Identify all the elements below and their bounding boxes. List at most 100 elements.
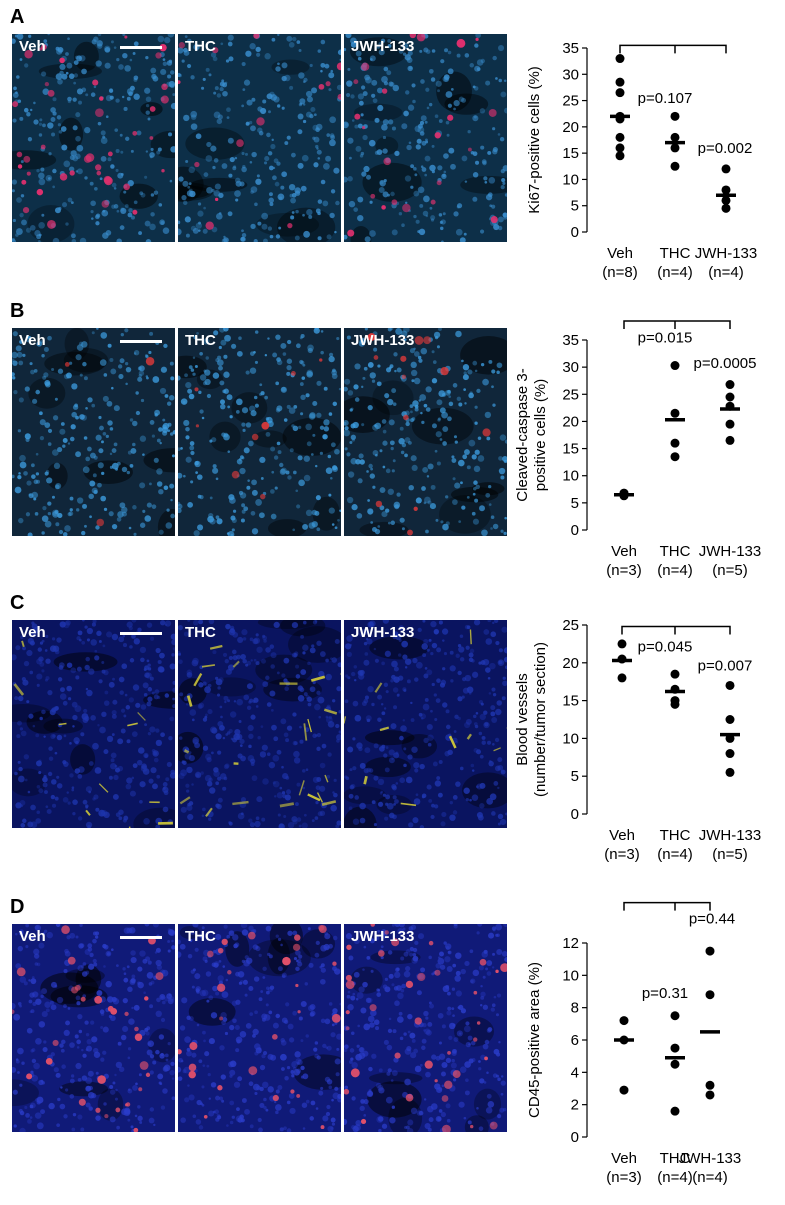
data-point bbox=[721, 164, 731, 174]
data-point bbox=[725, 749, 735, 759]
y-tick-label: 30 bbox=[562, 66, 579, 83]
data-point bbox=[670, 669, 680, 679]
data-point bbox=[670, 111, 680, 121]
y-tick-label: 25 bbox=[562, 386, 579, 403]
data-point bbox=[670, 361, 680, 371]
y-tick-label: 35 bbox=[562, 332, 579, 349]
data-point bbox=[670, 1043, 680, 1053]
micrograph-texture bbox=[12, 34, 175, 242]
y-tick-label: 2 bbox=[571, 1097, 579, 1114]
y-tick-label: 0 bbox=[571, 522, 579, 539]
x-category-label: JWH-133 bbox=[699, 543, 762, 560]
y-axis-label-line2: (number/tumor section) bbox=[532, 642, 549, 797]
x-category-label: Veh bbox=[607, 245, 633, 262]
micrograph-texture bbox=[178, 924, 341, 1132]
x-category-n: (n=5) bbox=[712, 562, 747, 579]
micrograph-jwh-133: JWH-133 bbox=[344, 328, 507, 536]
micrograph-veh: Veh bbox=[12, 34, 175, 242]
data-point bbox=[725, 767, 735, 777]
x-category-n: (n=4) bbox=[692, 1169, 727, 1186]
micrograph-texture bbox=[344, 620, 507, 828]
y-tick-label: 5 bbox=[571, 768, 579, 785]
micrograph-texture bbox=[178, 620, 341, 828]
panel-c: C Veh THC JWH-133 0 5 10 15 20 25 Blood vessels (nu… bbox=[0, 592, 785, 882]
significance-bracket bbox=[623, 320, 731, 329]
y-tick-label: 15 bbox=[562, 145, 579, 162]
p-value-label: p=0.015 bbox=[638, 330, 693, 347]
micrograph-texture bbox=[12, 328, 175, 536]
y-tick-label: 8 bbox=[571, 1000, 579, 1017]
y-tick-label: 15 bbox=[562, 441, 579, 458]
micrograph-thc: THC bbox=[178, 328, 341, 536]
y-tick-label: 10 bbox=[562, 171, 579, 188]
micrograph-jwh-133: JWH-133 bbox=[344, 620, 507, 828]
y-tick-label: 35 bbox=[562, 40, 579, 57]
panel-a: A Veh THC JWH-133 0 5 10 15 20 25 30 35 Ki67-positiv… bbox=[0, 6, 785, 286]
x-category-n: (n=8) bbox=[602, 264, 637, 281]
data-point bbox=[615, 88, 625, 98]
micrograph-veh: Veh bbox=[12, 924, 175, 1132]
y-axis-label: Cleaved-caspase 3- bbox=[514, 368, 531, 501]
micrograph-texture bbox=[178, 34, 341, 242]
y-tick-label: 5 bbox=[571, 198, 579, 215]
y-tick-label: 10 bbox=[562, 730, 579, 747]
data-point bbox=[619, 1085, 629, 1095]
data-point bbox=[619, 1016, 629, 1026]
data-point bbox=[617, 673, 627, 683]
data-point bbox=[670, 699, 680, 709]
micrograph-label: Veh bbox=[19, 928, 46, 945]
x-category-label: Veh bbox=[611, 1150, 637, 1167]
data-point bbox=[670, 132, 680, 142]
micrograph-texture bbox=[344, 328, 507, 536]
micrograph-label: JWH-133 bbox=[351, 38, 415, 55]
x-category-n: (n=3) bbox=[606, 1169, 641, 1186]
y-tick-label: 0 bbox=[571, 224, 579, 241]
data-point bbox=[670, 1106, 680, 1116]
p-value-label: p=0.31 bbox=[642, 985, 688, 1002]
y-tick-label: 10 bbox=[562, 967, 579, 984]
data-point bbox=[615, 151, 625, 161]
panel-letter: C bbox=[10, 592, 25, 614]
p-value-label: p=0.045 bbox=[638, 638, 693, 655]
scale-bar bbox=[120, 340, 162, 343]
micrograph-jwh-133: JWH-133 bbox=[344, 924, 507, 1132]
data-point bbox=[725, 435, 735, 445]
micrograph-label: Veh bbox=[19, 38, 46, 55]
y-axis-label-line2: positive cells (%) bbox=[532, 379, 549, 492]
data-point bbox=[670, 1011, 680, 1021]
micrograph-thc: THC bbox=[178, 620, 341, 828]
micrograph-thc: THC bbox=[178, 34, 341, 242]
scatter-chart: 0 5 10 15 20 25 Blood vessels (number/tumor sec… bbox=[514, 617, 761, 863]
micrograph-jwh-133: JWH-133 bbox=[344, 34, 507, 242]
scale-bar bbox=[120, 632, 162, 635]
y-tick-label: 30 bbox=[562, 359, 579, 376]
data-point bbox=[705, 990, 715, 1000]
micrograph-label: THC bbox=[185, 928, 216, 945]
data-point bbox=[705, 1090, 715, 1100]
y-tick-label: 10 bbox=[562, 468, 579, 485]
y-tick-label: 4 bbox=[571, 1064, 579, 1081]
micrograph-label: THC bbox=[185, 624, 216, 641]
micrograph-texture bbox=[178, 328, 341, 536]
y-axis-label: Blood vessels bbox=[514, 673, 531, 766]
data-point bbox=[670, 1059, 680, 1069]
scatter-chart: 0 5 10 15 20 25 30 35 Cleaved-caspase 3- positive… bbox=[514, 320, 762, 579]
x-category-n: (n=4) bbox=[657, 1169, 692, 1186]
x-category-n: (n=3) bbox=[604, 846, 639, 863]
p-value-label: p=0.002 bbox=[698, 140, 753, 157]
micrograph-texture bbox=[344, 34, 507, 242]
scatter-chart: 0 2 4 6 8 10 12 CD45-positive area (%) Veh (n=3) T… bbox=[526, 901, 741, 1186]
y-tick-label: 5 bbox=[571, 495, 579, 512]
x-category-label: THC bbox=[660, 543, 691, 560]
y-tick-label: 12 bbox=[562, 935, 579, 952]
data-point bbox=[615, 77, 625, 87]
data-point bbox=[721, 203, 731, 213]
data-point bbox=[670, 438, 680, 448]
panel-letter: B bbox=[10, 300, 25, 322]
micrograph-label: JWH-133 bbox=[351, 332, 415, 349]
y-axis-label: CD45-positive area (%) bbox=[526, 962, 543, 1118]
micrograph-thc: THC bbox=[178, 924, 341, 1132]
micrograph-label: Veh bbox=[19, 332, 46, 349]
p-value-label: p=0.44 bbox=[689, 911, 735, 928]
panel-letter: A bbox=[10, 6, 25, 28]
